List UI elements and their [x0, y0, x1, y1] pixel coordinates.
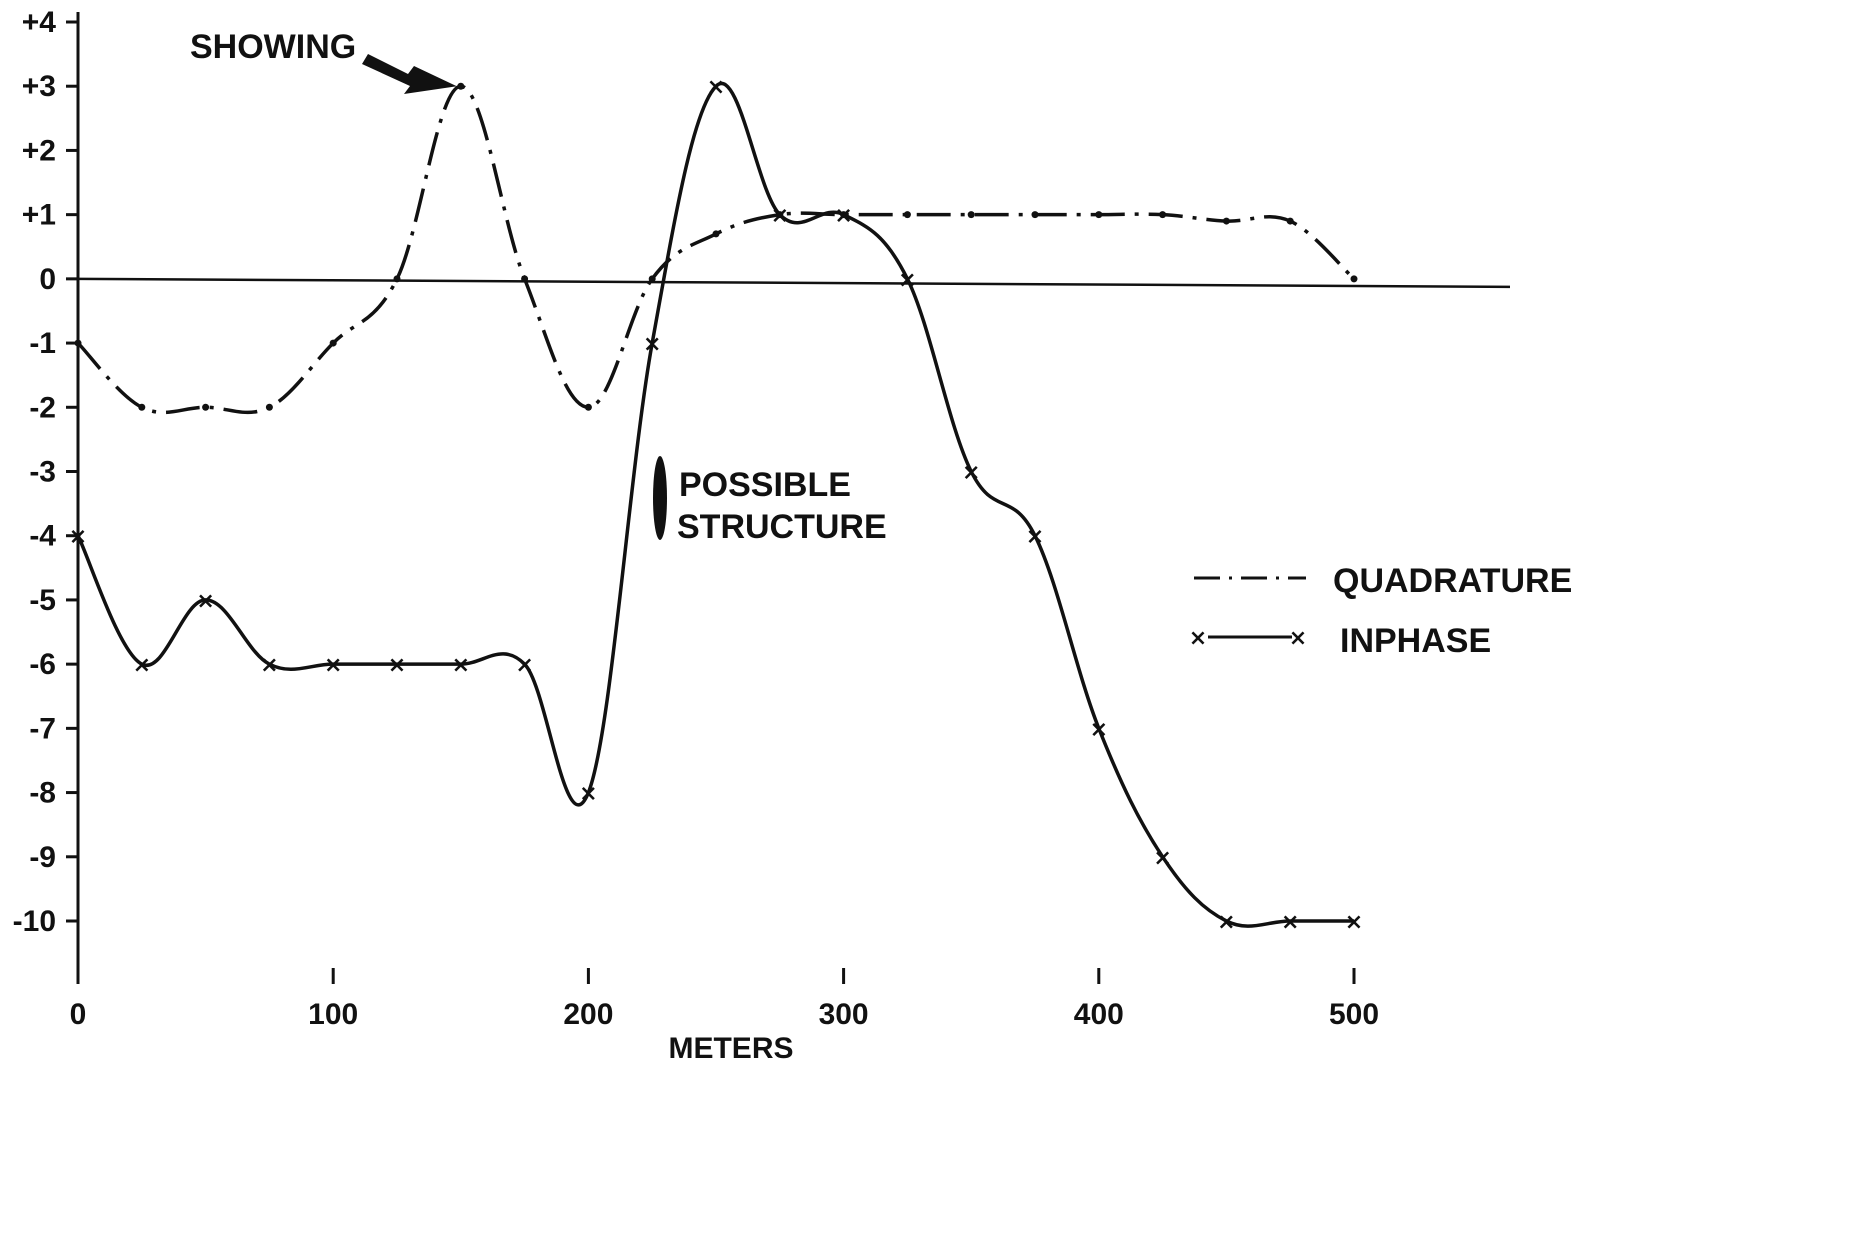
data-point	[202, 403, 210, 411]
data-point	[393, 275, 401, 283]
data-point: ×	[643, 332, 661, 357]
series-inphase: ×××× × × × ××××× ××××××× × ×	[69, 75, 1363, 935]
series-line-inphase	[76, 81, 1354, 928]
axes	[76, 12, 1511, 980]
y-tick-label: -10	[13, 905, 56, 938]
data-point	[138, 403, 146, 411]
data-point: ×	[1281, 910, 1299, 935]
annotation-showing: SHOWING	[190, 28, 356, 66]
series-quadrature	[74, 82, 1358, 415]
y-tick-label: -7	[29, 712, 56, 745]
data-point: ×	[1217, 910, 1235, 935]
data-point	[74, 339, 82, 347]
y-tick-label: -5	[29, 584, 56, 617]
data-point	[457, 82, 465, 90]
data-point: ×	[962, 461, 980, 486]
data-point: ×	[771, 204, 789, 229]
data-point	[1222, 217, 1230, 225]
y-tick-label: +4	[22, 6, 57, 39]
y-tick-label: 0	[39, 263, 56, 296]
data-point: ×	[1345, 910, 1363, 935]
x-tick-label: 100	[308, 998, 358, 1031]
data-point: ×	[260, 653, 278, 678]
x-tick-label: 200	[563, 998, 613, 1031]
y-ticks: +4 +3 +2 +1 0 -1 -2 -3 -4 -5 -6 -7 -8 -9 -10	[13, 6, 78, 938]
data-point	[712, 230, 720, 238]
x-axis-title: METERS	[668, 1032, 793, 1065]
series-layer: ×××× × × × ××××× ××××××× × ×	[69, 75, 1363, 935]
data-point	[521, 275, 529, 283]
data-point	[1095, 211, 1103, 219]
x-ticks: 0 100 200 300 400 500	[70, 968, 1379, 1031]
annotations: SHOWING POSSIBLE STRUCTURE	[190, 28, 887, 546]
series-line-quadrature	[76, 84, 1356, 415]
y-tick-label: -1	[29, 327, 56, 360]
data-point	[265, 403, 273, 411]
annotation-possible: POSSIBLE	[679, 466, 851, 504]
legend-x-marker: ×	[1289, 626, 1307, 651]
data-point: ×	[1153, 846, 1171, 871]
data-point: ×	[388, 653, 406, 678]
data-point: ×	[196, 589, 214, 614]
y-tick-label: -2	[29, 391, 56, 424]
data-point: ×	[834, 204, 852, 229]
data-point	[1031, 211, 1039, 219]
data-point: ×	[1090, 717, 1108, 742]
x-tick-label: 300	[819, 998, 869, 1031]
data-point	[648, 275, 656, 283]
y-tick-label: +3	[22, 70, 56, 103]
y-tick-label: -4	[29, 520, 56, 553]
y-tick-label: -6	[29, 648, 56, 681]
data-point: ×	[133, 653, 151, 678]
data-point: ×	[515, 653, 533, 678]
data-point: ×	[707, 75, 725, 100]
legend-inphase-symbol: × ×	[1189, 626, 1307, 651]
legend-inphase-label: INPHASE	[1340, 622, 1491, 660]
legend-quadrature-label: QUADRATURE	[1333, 562, 1572, 600]
x-tick-label: 400	[1074, 998, 1124, 1031]
zero-baseline	[77, 277, 1511, 289]
data-point	[584, 403, 592, 411]
legend: QUADRATURE × × INPHASE	[1189, 562, 1572, 660]
data-point: ×	[1026, 525, 1044, 550]
data-point: ×	[69, 525, 87, 550]
y-tick-label: -3	[29, 456, 56, 489]
y-tick-label: -9	[29, 841, 56, 874]
data-point: ×	[324, 653, 342, 678]
structure-marker-icon	[653, 456, 667, 540]
data-point: ×	[898, 268, 916, 293]
y-tick-label: +2	[22, 134, 56, 167]
data-point	[1350, 275, 1358, 283]
data-point	[1159, 211, 1167, 219]
y-tick-label: -8	[29, 777, 56, 810]
y-tick-label: +1	[22, 199, 56, 232]
annotation-structure: STRUCTURE	[677, 508, 887, 546]
data-point	[967, 211, 975, 219]
data-point	[329, 339, 337, 347]
legend-x-marker: ×	[1189, 626, 1207, 651]
x-tick-label: 500	[1329, 998, 1379, 1031]
data-point: ×	[452, 653, 470, 678]
annotation-arrow-icon	[362, 54, 457, 94]
data-point	[1286, 217, 1294, 225]
x-tick-label: 0	[70, 998, 87, 1031]
data-point	[903, 211, 911, 219]
data-point: ×	[579, 782, 597, 807]
